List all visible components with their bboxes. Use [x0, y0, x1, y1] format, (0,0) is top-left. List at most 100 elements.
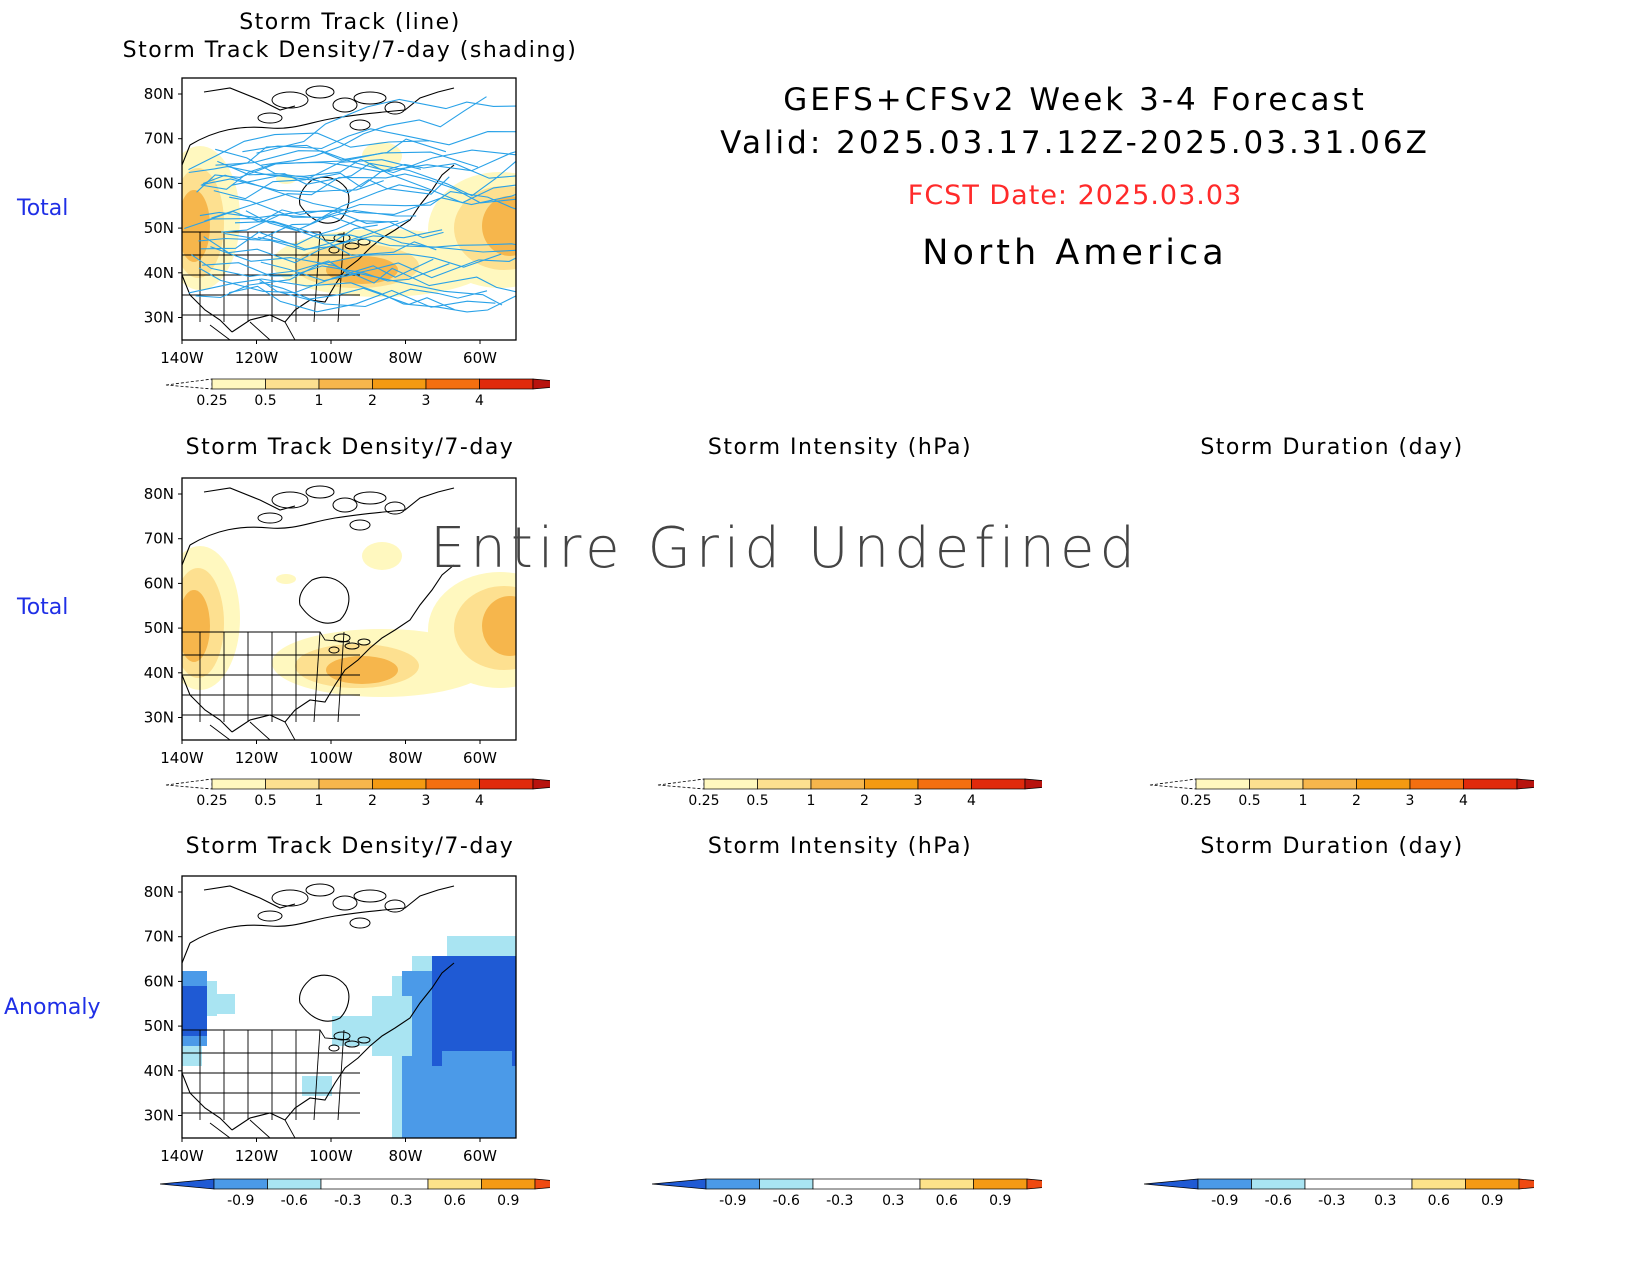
lon-tick-label: 120W: [235, 349, 279, 367]
colorbar-tick-label: 0.5: [1238, 793, 1260, 809]
colorbar-tick-label: -0.3: [1318, 1193, 1345, 1209]
lon-tick-label: 60W: [463, 349, 497, 367]
lat-tick-label: 40N: [144, 1062, 174, 1080]
valid-period: Valid: 2025.03.17.12Z-2025.03.31.06Z: [720, 125, 1430, 161]
map-frame: [181, 77, 517, 341]
colorbar-segment: [427, 1178, 482, 1190]
colorbar-segment: [1195, 778, 1250, 790]
row-label-total-2: Total: [17, 595, 69, 620]
lat-tick-label: 60N: [144, 174, 174, 192]
undefined-grid-message: Entire Grid Undefined: [430, 516, 1141, 581]
colorbar-segment: [425, 378, 480, 390]
colorbar-tick-label: 0.25: [688, 793, 719, 809]
colorbar-segment: [705, 1178, 760, 1190]
colorbar-segment: [917, 778, 972, 790]
colorbar-tick-label: -0.6: [281, 1193, 308, 1209]
colorbar-segment: [479, 378, 534, 390]
lon-tick-label: 120W: [235, 1147, 279, 1165]
lat-tick-label: 60N: [144, 972, 174, 990]
colorbar-segment: [213, 1178, 268, 1190]
lat-tick-label: 80N: [144, 85, 174, 103]
lon-tick-label: 80W: [389, 1147, 423, 1165]
colorbar-tick-label: 1: [315, 393, 324, 409]
lat-tick-label: 70N: [144, 928, 174, 946]
colorbar-tick-label: 1: [1299, 793, 1308, 809]
colorbar-tick-label: 4: [475, 793, 484, 809]
lat-tick-label: 30N: [144, 1107, 174, 1125]
forecast-title: GEFS+CFSv2 Week 3-4 Forecast: [783, 82, 1367, 118]
map-panel-track-total: 80N 70N 60N 50N 40N 30N 140W 120W 100W 80W 60W: [144, 77, 517, 367]
colorbar-segment: [481, 1178, 536, 1190]
lon-tick-label: 60W: [463, 1147, 497, 1165]
colorbar-tick-label: 0.25: [196, 393, 227, 409]
colorbar-anomaly-intensity: -0.9 -0.6 -0.3 0.3 0.6 0.9: [652, 1178, 1042, 1209]
lon-tick-label: 140W: [160, 749, 204, 767]
colorbar-tick-label: 3: [914, 793, 923, 809]
panel-title-track-shading: Storm Track Density/7-day (shading): [122, 38, 578, 63]
colorbar-segment: [1356, 778, 1411, 790]
colorbar-segment: [1304, 1178, 1413, 1190]
colorbar-total-track: 0.25 0.5 1 2 3 4: [165, 378, 550, 409]
lon-tick-label: 80W: [389, 749, 423, 767]
colorbar-segment: [812, 1178, 921, 1190]
colorbar-tick-label: -0.6: [1265, 1193, 1292, 1209]
lon-tick-label: 80W: [389, 349, 423, 367]
colorbar-segment: [425, 778, 480, 790]
row-label-total-1: Total: [17, 196, 69, 221]
colorbar-tick-label: -0.9: [227, 1193, 254, 1209]
colorbar-segment: [971, 778, 1026, 790]
colorbar-segment: [372, 778, 427, 790]
colorbar-segment: [267, 1178, 322, 1190]
colorbar-total-intensity: 0.25 0.5 1 2 3 4: [657, 778, 1042, 809]
colorbar-total-density: 0.25 0.5 1 2 3 4: [165, 778, 550, 809]
colorbar-segment: [919, 1178, 974, 1190]
panel-title-duration-anomaly: Storm Duration (day): [1200, 834, 1464, 859]
lat-tick-label: 50N: [144, 219, 174, 237]
lat-tick-label: 30N: [144, 309, 174, 327]
colorbar-segment: [265, 378, 320, 390]
colorbar-tick-label: 0.5: [254, 793, 276, 809]
colorbar-segment: [320, 1178, 429, 1190]
lat-tick-label: 80N: [144, 485, 174, 503]
colorbar-segment: [211, 778, 266, 790]
colorbar-segment: [1251, 1178, 1306, 1190]
colorbar-tick-label: -0.3: [826, 1193, 853, 1209]
colorbar-tick-label: 0.9: [989, 1193, 1011, 1209]
lon-tick-label: 100W: [309, 1147, 353, 1165]
colorbar-total-duration: 0.25 0.5 1 2 3 4: [1149, 778, 1534, 809]
colorbar-tick-label: 0.6: [1428, 1193, 1450, 1209]
colorbar-tick-label: 1: [807, 793, 816, 809]
colorbar-segment: [1197, 1178, 1252, 1190]
colorbar-segment: [810, 778, 865, 790]
colorbar-tick-label: 3: [1406, 793, 1415, 809]
colorbar-tick-label: 0.9: [1481, 1193, 1503, 1209]
lat-tick-label: 50N: [144, 619, 174, 637]
colorbar-tick-label: 2: [860, 793, 869, 809]
colorbar-tick-label: 0.6: [444, 1193, 466, 1209]
colorbar-tick-label: 1: [315, 793, 324, 809]
panel-title-density-total: Storm Track Density/7-day: [185, 435, 515, 460]
colorbar-tick-label: -0.6: [773, 1193, 800, 1209]
colorbar-segment: [1302, 778, 1357, 790]
colorbar-tick-label: 2: [368, 793, 377, 809]
lon-tick-label: 60W: [463, 749, 497, 767]
colorbar-tick-label: 0.9: [497, 1193, 519, 1209]
lon-tick-label: 120W: [235, 749, 279, 767]
colorbar-segment: [864, 778, 919, 790]
colorbar-segment: [211, 378, 266, 390]
colorbar-segment: [265, 778, 320, 790]
colorbar-segment: [703, 778, 758, 790]
colorbar-tick-label: 4: [1459, 793, 1468, 809]
colorbar-tick-label: 0.3: [1374, 1193, 1396, 1209]
lat-tick-label: 70N: [144, 130, 174, 148]
colorbar-tick-label: 0.5: [254, 393, 276, 409]
lon-tick-label: 140W: [160, 1147, 204, 1165]
lat-tick-label: 40N: [144, 264, 174, 282]
region-name: North America: [922, 233, 1228, 273]
colorbar-tick-label: 0.3: [882, 1193, 904, 1209]
lon-tick-label: 100W: [309, 349, 353, 367]
colorbar-tick-label: 3: [422, 393, 431, 409]
lat-tick-label: 40N: [144, 664, 174, 682]
colorbar-tick-label: 0.25: [196, 793, 227, 809]
fcst-date: FCST Date: 2025.03.03: [907, 180, 1243, 211]
